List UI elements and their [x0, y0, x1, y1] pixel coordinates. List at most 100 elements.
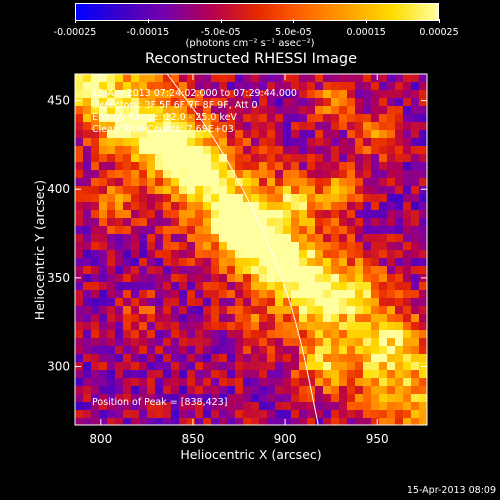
heatmap-cell [267, 146, 276, 155]
heatmap-cell [411, 362, 420, 371]
heatmap-cell [411, 354, 420, 363]
heatmap-cell [331, 194, 340, 203]
heatmap-cell [99, 378, 108, 387]
heatmap-cell [115, 90, 124, 99]
heatmap-cell [355, 258, 364, 267]
heatmap-cell [171, 370, 180, 379]
heatmap-cell [291, 114, 300, 123]
heatmap-cell [235, 394, 244, 403]
heatmap-cell [219, 410, 228, 419]
heatmap-cell [267, 210, 276, 219]
heatmap-cell [371, 122, 380, 131]
heatmap-cell [99, 242, 108, 251]
heatmap-cell [347, 178, 356, 187]
heatmap-cell [347, 106, 356, 115]
heatmap-cell [387, 378, 396, 387]
heatmap-cell [267, 154, 276, 163]
heatmap-cell [291, 178, 300, 187]
heatmap-cell [99, 138, 108, 147]
heatmap-cell [387, 146, 396, 155]
heatmap-cell [347, 226, 356, 235]
heatmap-cell [107, 298, 116, 307]
heatmap-cell [107, 354, 116, 363]
heatmap-cell [187, 234, 196, 243]
heatmap-cell [411, 234, 420, 243]
heatmap-cell [339, 282, 348, 291]
heatmap-cell [147, 218, 156, 227]
heatmap-cell [147, 418, 156, 425]
heatmap-cell [323, 290, 332, 299]
heatmap-cell [339, 114, 348, 123]
heatmap-cell [371, 170, 380, 179]
heatmap-cell [259, 346, 268, 355]
heatmap-cell [91, 290, 100, 299]
heatmap-cell [387, 210, 396, 219]
heatmap-cell [139, 306, 148, 315]
heatmap-cell [291, 74, 300, 83]
heatmap-cell [355, 122, 364, 131]
heatmap-cell [395, 114, 404, 123]
heatmap-cell [227, 394, 236, 403]
heatmap-cell [251, 258, 260, 267]
heatmap-cell [371, 338, 380, 347]
heatmap-cell [331, 122, 340, 131]
heatmap-cell [315, 386, 324, 395]
heatmap-cell [235, 378, 244, 387]
heatmap-cell [171, 322, 180, 331]
heatmap-cell [203, 322, 212, 331]
heatmap-cell [371, 282, 380, 291]
heatmap-cell [315, 114, 324, 123]
heatmap-cell [227, 90, 236, 99]
heatmap-cell [227, 258, 236, 267]
heatmap-cell [235, 242, 244, 251]
heatmap-cell [411, 346, 420, 355]
heatmap-cell [251, 242, 260, 251]
heatmap-cell [363, 290, 372, 299]
heatmap-cell [115, 306, 124, 315]
heatmap-cell [379, 202, 388, 211]
heatmap-cell [179, 186, 188, 195]
heatmap-cell [83, 378, 92, 387]
heatmap-cell [339, 146, 348, 155]
heatmap-cell [227, 330, 236, 339]
heatmap-cell [187, 154, 196, 163]
heatmap-cell [219, 202, 228, 211]
heatmap-cell [187, 314, 196, 323]
heatmap-cell [347, 410, 356, 419]
heatmap-cell [371, 330, 380, 339]
heatmap-cell [395, 402, 404, 411]
heatmap-cell [243, 362, 252, 371]
heatmap-cell [275, 138, 284, 147]
heatmap-cell [363, 402, 372, 411]
heatmap-cell [355, 250, 364, 259]
heatmap-cell [243, 74, 252, 83]
heatmap-cell [411, 194, 420, 203]
heatmap-cell [219, 306, 228, 315]
heatmap-cell [371, 370, 380, 379]
heatmap-cell [163, 298, 172, 307]
heatmap-cell [363, 90, 372, 99]
heatmap-cell [379, 234, 388, 243]
heatmap-cell [251, 250, 260, 259]
x-tick-label: 850 [181, 432, 204, 446]
heatmap-cell [323, 386, 332, 395]
heatmap-cell [411, 226, 420, 235]
heatmap-cell [179, 210, 188, 219]
heatmap-cell [83, 354, 92, 363]
heatmap-cell [99, 266, 108, 275]
heatmap-cell [227, 146, 236, 155]
heatmap-cell [379, 282, 388, 291]
heatmap-cell [99, 130, 108, 139]
heatmap-cell [195, 170, 204, 179]
heatmap-cell [291, 402, 300, 411]
heatmap-cell [227, 226, 236, 235]
heatmap-cell [275, 402, 284, 411]
heatmap-cell [155, 306, 164, 315]
heatmap-cell [139, 314, 148, 323]
heatmap-cell [307, 242, 316, 251]
heatmap-cell [387, 338, 396, 347]
heatmap-cell [379, 290, 388, 299]
heatmap-cell [379, 410, 388, 419]
heatmap-cell [291, 394, 300, 403]
heatmap-cell [75, 402, 84, 411]
